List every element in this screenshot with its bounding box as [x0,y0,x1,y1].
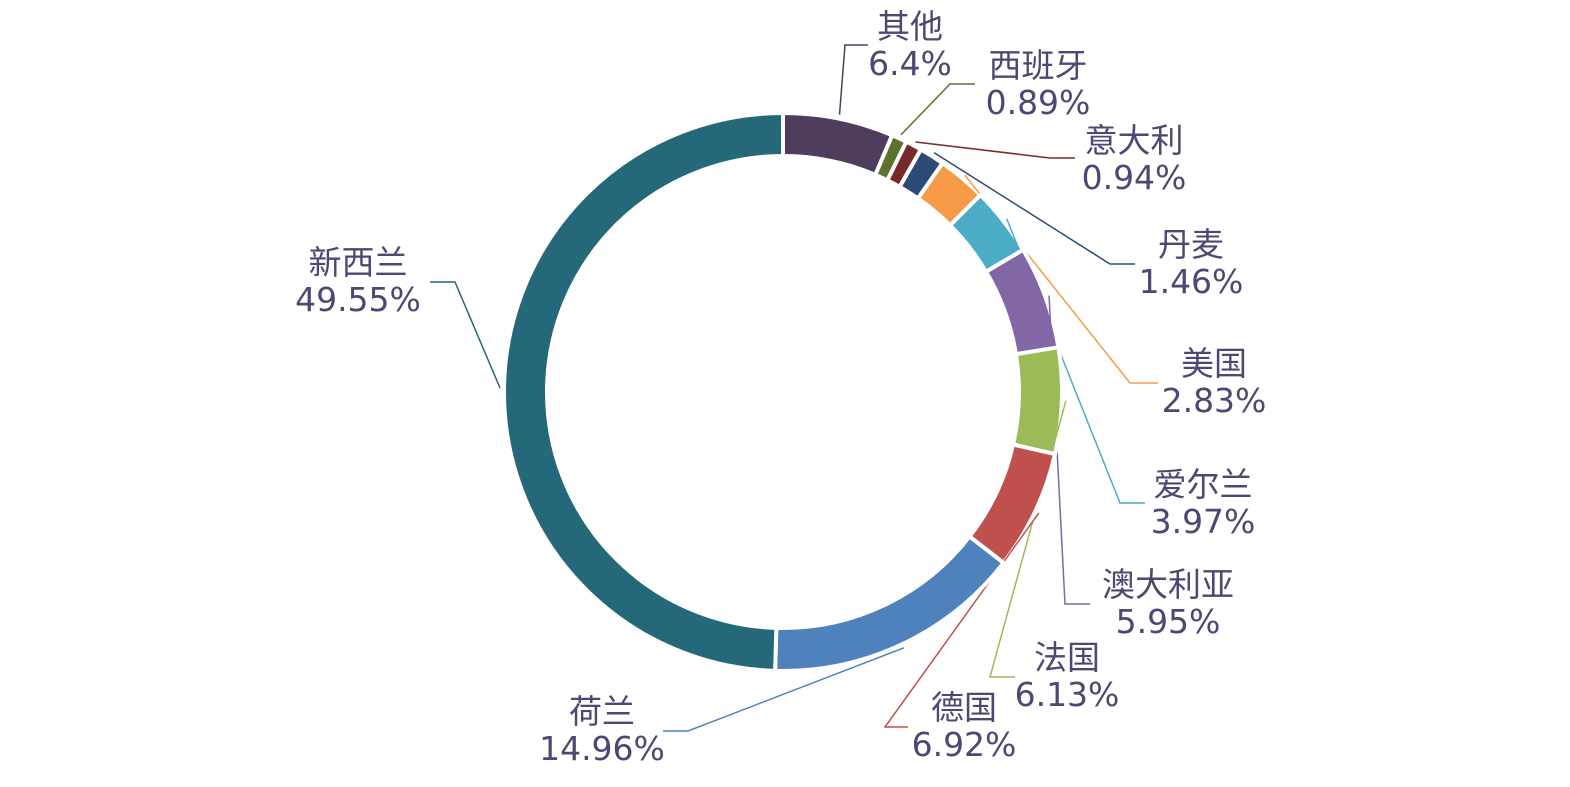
slice-label-6: 澳大利亚 [1102,565,1234,604]
slice-label-8: 德国 [931,688,997,727]
slice-value-3: 1.46% [1139,262,1244,301]
leader-line-1 [900,83,975,136]
slice-label-0: 其他 [877,7,943,46]
leader-line-0 [838,44,868,115]
slice-0 [781,111,895,177]
slice-label-3: 丹麦 [1158,225,1224,264]
slice-label-10: 新西兰 [309,243,408,282]
slice-label-9: 荷兰 [569,692,635,731]
slice-value-2: 0.94% [1082,158,1187,197]
slice-value-8: 6.92% [912,725,1017,764]
leader-line-9 [663,647,905,732]
slice-value-10: 49.55% [295,280,421,319]
slice-6 [984,247,1061,357]
slice-value-0: 6.4% [868,44,952,83]
slice-label-4: 美国 [1181,344,1247,383]
slice-label-7: 法国 [1034,638,1100,677]
slice-label-2: 意大利 [1085,121,1184,160]
slice-value-9: 14.96% [539,729,665,768]
leader-line-2 [915,141,1075,159]
slice-value-7: 6.13% [1015,675,1120,714]
slice-value-6: 5.95% [1116,602,1221,641]
leader-line-3 [933,152,1135,265]
slice-9 [773,534,1006,673]
slice-10 [502,111,785,673]
leader-line-10 [430,281,501,389]
slice-label-1: 西班牙 [989,46,1088,85]
slice-label-5: 爱尔兰 [1154,465,1253,504]
slice-value-4: 2.83% [1162,381,1267,420]
slice-value-5: 3.97% [1151,502,1256,541]
slice-7 [1011,345,1064,457]
slice-value-1: 0.89% [986,83,1091,122]
